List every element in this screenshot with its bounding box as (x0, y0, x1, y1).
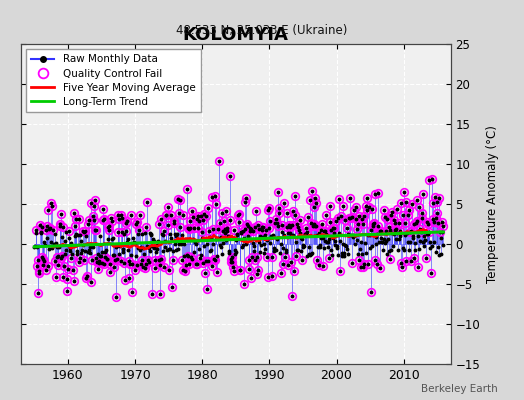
Text: 48.533 N, 25.033 E (Ukraine): 48.533 N, 25.033 E (Ukraine) (176, 24, 348, 37)
Y-axis label: Temperature Anomaly (°C): Temperature Anomaly (°C) (486, 125, 499, 283)
Title: KOLOMYIA: KOLOMYIA (183, 26, 289, 44)
Legend: Raw Monthly Data, Quality Control Fail, Five Year Moving Average, Long-Term Tren: Raw Monthly Data, Quality Control Fail, … (26, 49, 201, 112)
Text: Berkeley Earth: Berkeley Earth (421, 384, 498, 394)
